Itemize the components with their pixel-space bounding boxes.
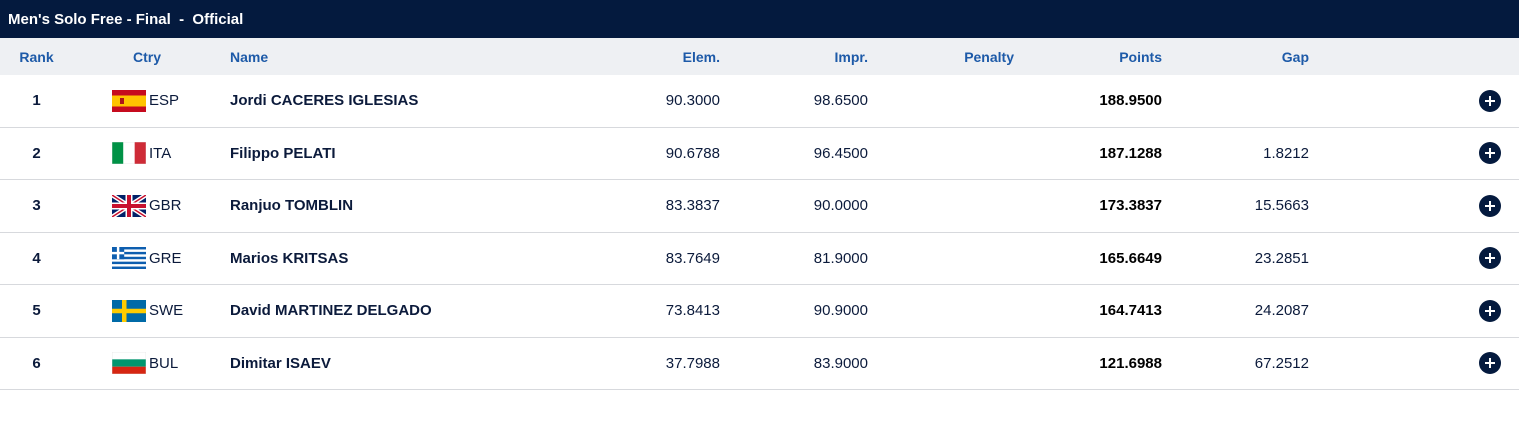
gap-value [1209,75,1309,127]
country-cell: GRE [112,233,184,285]
rank-cell: 5 [32,302,41,320]
plus-circle-icon[interactable] [1479,352,1501,375]
points-total: 173.3837 [1099,197,1162,215]
results-title: Men's Solo Free - Final - Official [8,10,244,28]
gap-value: 1.8212 [1263,144,1309,162]
table-row: 5 SWE David MARTINEZ DELGADO 73.8413 90.… [0,285,1519,338]
rank-cell: 2 [32,144,41,162]
results-title-bar: Men's Solo Free - Final - Official [0,0,1519,38]
impression-score: 90.9000 [813,302,868,320]
header-points[interactable]: Points [1119,48,1162,65]
plus-circle-icon[interactable] [1479,247,1501,270]
plus-circle-icon[interactable] [1479,142,1501,165]
expand-row-button[interactable] [1478,180,1502,232]
country-code: BUL [149,354,179,372]
rank-cell: 3 [32,197,41,215]
elements-score: 90.6788 [665,144,720,162]
points-total: 187.1288 [1099,144,1162,162]
table-row: 4 GRE Marios KRITSAS 83.7649 81.9000 165… [0,233,1519,285]
rank-cell: 1 [32,92,41,110]
penalty-value [914,180,1014,232]
impression-score: 96.4500 [813,144,868,162]
elements-score: 90.3000 [665,92,720,110]
country-cell: BUL [112,338,184,390]
spain-flag-icon [112,89,146,112]
gap-value: 24.2087 [1254,302,1309,320]
impression-score: 81.9000 [813,249,868,267]
gap-value: 23.2851 [1254,249,1309,267]
elements-score: 37.7988 [665,354,720,372]
table-row: 3 GBR Ranjuo TOMBLIN 83.3837 90.0000 173… [0,180,1519,233]
country-cell: ESP [112,75,184,127]
italy-flag-icon [112,142,146,165]
athlete-name: David MARTINEZ DELGADO [230,302,432,320]
country-cell: GBR [112,180,184,232]
plus-circle-icon[interactable] [1479,89,1501,112]
country-code: GBR [149,197,182,215]
athlete-name: Ranjuo TOMBLIN [230,197,354,215]
country-cell: ITA [112,128,184,180]
expand-row-button[interactable] [1478,338,1502,390]
points-total: 164.7413 [1099,302,1162,320]
athlete-name: Marios KRITSAS [230,249,349,267]
penalty-value [914,233,1014,285]
header-impression[interactable]: Impr. [834,48,868,65]
bulgaria-flag-icon [112,352,146,375]
expand-row-button[interactable] [1478,128,1502,180]
header-rank[interactable]: Rank [19,48,54,65]
expand-row-button[interactable] [1478,285,1502,337]
athlete-name: Dimitar ISAEV [230,354,331,372]
points-total: 165.6649 [1099,249,1162,267]
table-row: 6 BUL Dimitar ISAEV 37.7988 83.9000 121.… [0,338,1519,390]
header-name[interactable]: Name [230,48,269,65]
gap-value: 67.2512 [1254,354,1309,372]
athlete-name: Jordi CACERES IGLESIAS [230,92,419,110]
header-elements[interactable]: Elem. [682,48,720,65]
penalty-value [914,338,1014,390]
country-code: ESP [149,92,180,110]
greece-flag-icon [112,247,146,270]
results-table-body: 1 ESP Jordi CACERES IGLESIAS 90.3000 98.… [0,75,1519,390]
elements-score: 83.3837 [665,197,720,215]
athlete-name: Filippo PELATI [230,144,336,162]
table-row: 1 ESP Jordi CACERES IGLESIAS 90.3000 98.… [0,75,1519,128]
country-code: SWE [149,302,184,320]
header-penalty[interactable]: Penalty [964,48,1014,65]
expand-row-button[interactable] [1478,233,1502,285]
penalty-value [914,75,1014,127]
header-gap[interactable]: Gap [1281,48,1309,65]
country-code: ITA [149,144,172,162]
plus-circle-icon[interactable] [1479,299,1501,322]
elements-score: 83.7649 [665,249,720,267]
table-row: 2 ITA Filippo PELATI 90.6788 96.4500 187… [0,128,1519,180]
rank-cell: 6 [32,354,41,372]
points-total: 121.6988 [1099,354,1162,372]
country-code: GRE [149,249,182,267]
rank-cell: 4 [32,249,41,267]
elements-score: 73.8413 [665,302,720,320]
impression-score: 98.6500 [813,92,868,110]
penalty-value [914,128,1014,180]
plus-circle-icon[interactable] [1479,194,1501,217]
penalty-value [914,285,1014,337]
expand-row-button[interactable] [1478,75,1502,127]
country-cell: SWE [112,285,184,337]
table-header: Rank Ctry Name Elem. Impr. Penalty Point… [0,38,1519,75]
gap-value: 15.5663 [1254,197,1309,215]
impression-score: 90.0000 [813,197,868,215]
great-britain-flag-icon [112,194,146,217]
header-country[interactable]: Ctry [132,48,161,65]
points-total: 188.9500 [1099,92,1162,110]
impression-score: 83.9000 [813,354,868,372]
sweden-flag-icon [112,299,146,322]
